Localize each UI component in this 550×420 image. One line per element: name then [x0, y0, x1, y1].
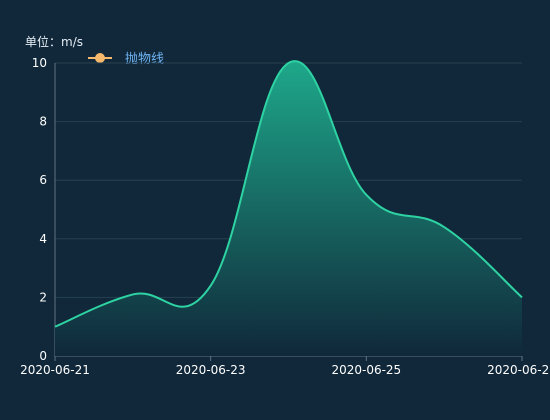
y-axis: 0 2 4 6 8 10 [32, 56, 56, 363]
y-tick-label: 4 [39, 232, 47, 246]
y-tick-label: 6 [39, 173, 47, 187]
x-axis: 2020-06-21 2020-06-23 2020-06-25 2020-06-27 [20, 355, 550, 377]
y-tick-label: 2 [39, 290, 47, 304]
x-tick-label: 2020-06-23 [176, 363, 246, 377]
y-unit-label: 单位：m/s [25, 34, 83, 49]
legend-marker-icon [95, 53, 105, 63]
x-tick-label: 2020-06-21 [20, 363, 90, 377]
legend-label: 抛物线 [125, 52, 164, 67]
x-tick-label: 2020-06-25 [331, 363, 401, 377]
y-tick-label: 10 [32, 56, 47, 70]
y-tick-label: 0 [39, 349, 47, 363]
series-line [54, 60, 523, 328]
legend[interactable]: 抛物线 [88, 52, 164, 67]
series-area [55, 61, 522, 356]
x-tick-label: 2020-06-27 [487, 363, 550, 377]
y-tick-label: 8 [39, 115, 47, 129]
